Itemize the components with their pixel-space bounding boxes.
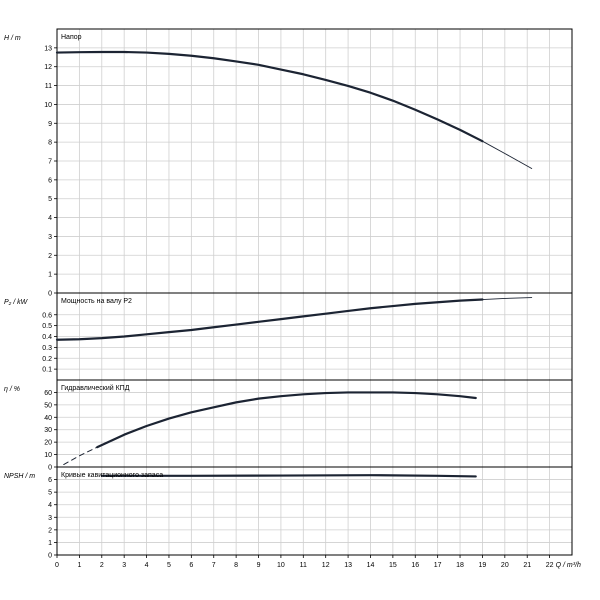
xtick-label-21: 21 — [523, 562, 531, 569]
xtick-label-10: 10 — [277, 562, 285, 569]
ytick-label-efficiency-6: 60 — [44, 390, 52, 397]
ytick-label-head-3: 3 — [48, 234, 52, 241]
ytick-label-power-4: 0.5 — [42, 323, 52, 330]
ytick-label-head-4: 4 — [48, 215, 52, 222]
ytick-label-head-8: 8 — [48, 140, 52, 147]
series-line-efficiency-dashed-0 — [63, 446, 98, 466]
panel-frame-npsh — [56, 466, 573, 556]
ytick-label-head-2: 2 — [48, 253, 52, 260]
ytick-label-npsh-1: 1 — [48, 540, 52, 547]
xtick-label-12: 12 — [322, 562, 330, 569]
xtick-label-16: 16 — [411, 562, 419, 569]
ytick-label-head-6: 6 — [48, 177, 52, 184]
xtick-label-19: 19 — [479, 562, 487, 569]
ytick-label-power-5: 0.6 — [42, 312, 52, 319]
ytick-label-power-3: 0.4 — [42, 334, 52, 341]
ytick-label-head-11: 11 — [45, 83, 52, 90]
panel-title-head: Напор — [61, 34, 82, 41]
xtick-label-13: 13 — [344, 562, 352, 569]
ytick-label-npsh-3: 3 — [48, 515, 52, 522]
curve-layer — [55, 50, 533, 478]
y-axis-label-efficiency: η / % — [4, 386, 20, 393]
ytick-label-head-12: 12 — [44, 64, 52, 71]
xtick-label-6: 6 — [189, 562, 193, 569]
xtick-label-4: 4 — [145, 562, 149, 569]
series-line-head-thin-1 — [481, 140, 533, 169]
xtick-label-22: 22 — [546, 562, 554, 569]
ytick-label-efficiency-0: 0 — [48, 465, 52, 472]
xtick-label-8: 8 — [234, 562, 238, 569]
ytick-label-head-1: 1 — [48, 272, 52, 279]
series-line-efficiency-thick-1 — [96, 391, 477, 449]
xtick-label-9: 9 — [257, 562, 261, 569]
xtick-label-2: 2 — [100, 562, 104, 569]
xtick-label-15: 15 — [389, 562, 397, 569]
panel-title-npsh: Кривые кавитационного запаса — [61, 472, 163, 479]
ytick-label-head-0: 0 — [48, 291, 52, 298]
grid-layer — [57, 29, 572, 555]
xtick-label-5: 5 — [167, 562, 171, 569]
ytick-label-head-9: 9 — [48, 121, 52, 128]
ytick-label-npsh-5: 5 — [48, 490, 52, 497]
ytick-label-power-1: 0.2 — [42, 356, 52, 363]
y-axis-label-power: P₂ / kW — [4, 299, 29, 306]
x-axis-label: Q / m³/h — [556, 562, 581, 569]
ytick-label-npsh-6: 6 — [48, 477, 52, 484]
panel-title-power: Мощность на валу P2 — [61, 298, 132, 305]
panel-title-efficiency: Гидравлический КПД — [61, 384, 130, 392]
ytick-label-power-0: 0.1 — [42, 367, 52, 374]
ytick-label-efficiency-3: 30 — [44, 427, 52, 434]
xtick-label-20: 20 — [501, 562, 509, 569]
xtick-label-7: 7 — [212, 562, 216, 569]
ytick-label-npsh-2: 2 — [48, 527, 52, 534]
series-line-npsh-thick-0 — [100, 474, 477, 478]
ytick-label-head-7: 7 — [48, 159, 52, 166]
ytick-label-power-2: 0.3 — [42, 345, 52, 352]
frame-layer — [54, 28, 573, 558]
xtick-label-17: 17 — [434, 562, 442, 569]
ytick-label-efficiency-4: 40 — [44, 415, 52, 422]
ytick-label-npsh-4: 4 — [48, 502, 52, 509]
y-axis-label-npsh: NPSH / m — [4, 473, 35, 480]
xtick-label-0: 0 — [55, 562, 59, 569]
xtick-label-18: 18 — [456, 562, 464, 569]
series-line-head-thick-0 — [55, 50, 484, 143]
ytick-label-efficiency-5: 50 — [44, 402, 52, 409]
ytick-label-npsh-0: 0 — [48, 553, 52, 560]
ytick-label-efficiency-2: 20 — [44, 440, 52, 447]
xtick-label-11: 11 — [300, 562, 307, 569]
xtick-label-3: 3 — [122, 562, 126, 569]
ytick-label-head-10: 10 — [44, 102, 52, 109]
ytick-label-efficiency-1: 10 — [44, 452, 52, 459]
series-line-power-thin-1 — [481, 297, 533, 300]
xtick-label-1: 1 — [77, 562, 81, 569]
xtick-label-14: 14 — [367, 562, 375, 569]
ytick-label-head-13: 13 — [44, 45, 52, 52]
ytick-label-head-5: 5 — [48, 196, 52, 203]
series-line-power-thick-0 — [55, 298, 484, 341]
y-axis-label-head: H / m — [4, 35, 21, 42]
